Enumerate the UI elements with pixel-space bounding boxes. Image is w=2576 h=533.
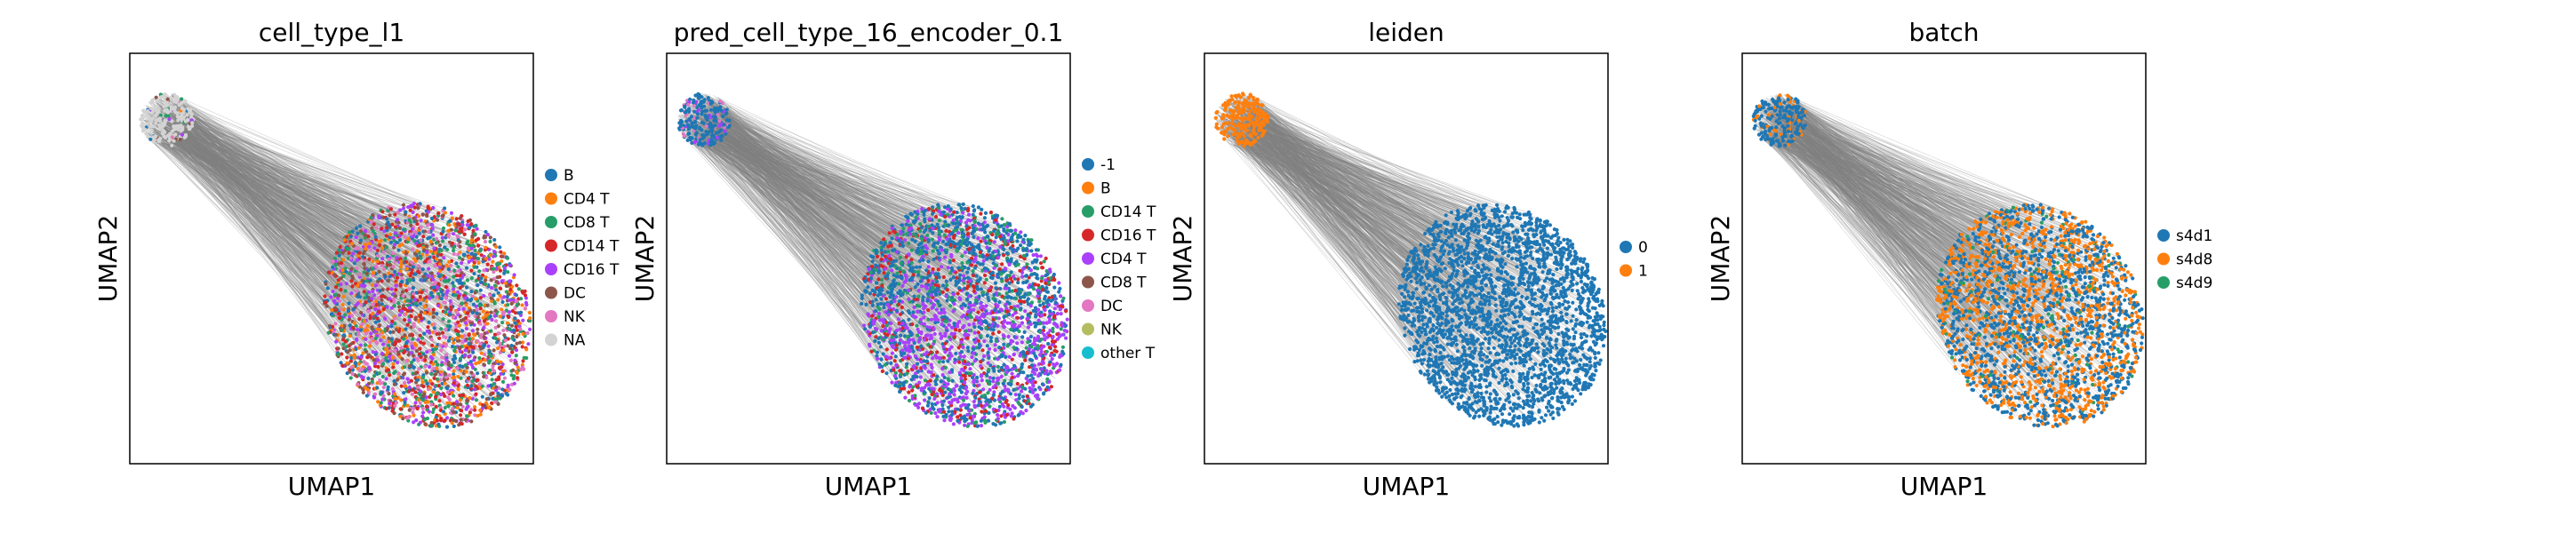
legend-marker [1082,346,1094,359]
legend-marker [545,263,557,275]
legend-label: CD8 T [564,214,610,232]
panel-leiden: leiden UMAP1 UMAP2 01 [1168,18,1648,501]
legend: B CD4 T CD8 T CD14 T CD16 T DC NK NA [545,167,620,350]
legend: 01 [1620,239,1648,281]
legend-marker [1082,158,1094,171]
legend-marker [545,216,557,228]
legend-marker [2157,229,2170,242]
cell-points [1751,93,2145,429]
scatter-plot-area [677,91,1069,428]
legend-label: CD4 T [564,191,610,209]
legend-label: CD14 T [564,238,620,256]
legend-marker [1082,205,1094,218]
x-axis-label: UMAP1 [825,472,913,501]
legend-label: s4d8 [2176,251,2212,269]
cell-points [139,92,532,429]
cell-points [677,91,1069,428]
y-axis-label: UMAP2 [93,215,123,303]
chart-title: pred_cell_type_16_encoder_0.1 [674,18,1064,47]
y-axis-label: UMAP2 [1168,215,1197,303]
legend-label: -1 [1100,156,1116,174]
legend-marker [545,169,557,181]
legend-label: s4d9 [2176,274,2212,292]
chart-title: cell_type_l1 [259,18,404,47]
legend-label: NA [564,332,586,350]
legend: -1 B CD14 T CD16 T CD4 T CD8 T DC NK other T [1082,156,1156,362]
legend-marker [1082,322,1094,336]
legend-label: s4d1 [2176,227,2212,245]
legend-label: 0 [1638,239,1648,257]
legend-marker [1620,241,1632,253]
legend-label: 1 [1638,263,1648,281]
legend-marker [1620,264,1632,277]
legend-marker [545,333,557,346]
axes-frame [129,52,534,465]
legend-label: CD14 T [1100,203,1156,221]
legend-label: CD16 T [1100,227,1156,245]
legend-marker [545,239,557,252]
legend-marker [545,286,557,299]
y-axis-label: UMAP2 [630,215,660,303]
y-axis-label: UMAP2 [1706,215,1735,303]
legend-label: B [1100,180,1111,198]
legend-label: CD8 T [1100,274,1147,292]
legend-marker [545,192,557,205]
scatter-plot-area [1213,91,1608,428]
legend-marker [1082,299,1094,312]
legend-label: CD4 T [1100,251,1147,268]
legend-marker [1082,252,1094,265]
legend-label: other T [1100,345,1156,362]
legend-marker [1082,181,1094,195]
scatter-plot-area [1751,93,2145,429]
legend-marker [2157,252,2170,266]
x-axis-label: UMAP1 [1363,472,1451,501]
legend-label: NK [564,308,586,326]
axes-frame [1741,52,2147,465]
panel-batch: batch UMAP1 UMAP2 s4d1 s4d8 s4d9 [1706,18,2212,501]
axes-frame [1204,52,1609,465]
panel-pred-cell-type: pred_cell_type_16_encoder_0.1 UMAP1 UMAP… [630,18,1156,501]
legend: s4d1 s4d8 s4d9 [2157,227,2212,292]
legend-marker [1082,228,1094,242]
x-axis-label: UMAP1 [288,472,376,501]
x-axis-label: UMAP1 [1900,472,1988,501]
legend-marker [2157,276,2170,289]
legend-label: CD16 T [564,261,620,279]
legend-marker [545,310,557,322]
cell-points [1213,91,1608,428]
legend-marker [1082,275,1094,289]
scatter-plot-area [139,92,532,429]
legend-label: DC [564,285,586,303]
axes-frame [666,52,1071,465]
chart-title: leiden [1368,18,1444,47]
legend-label: NK [1100,322,1123,339]
legend-label: B [564,167,574,185]
chart-title: batch [1908,18,1979,47]
legend-label: DC [1100,298,1123,315]
panel-cell-type-l1: cell_type_l1 UMAP1 UMAP2 B CD4 T CD8 T CD14… [93,18,620,501]
